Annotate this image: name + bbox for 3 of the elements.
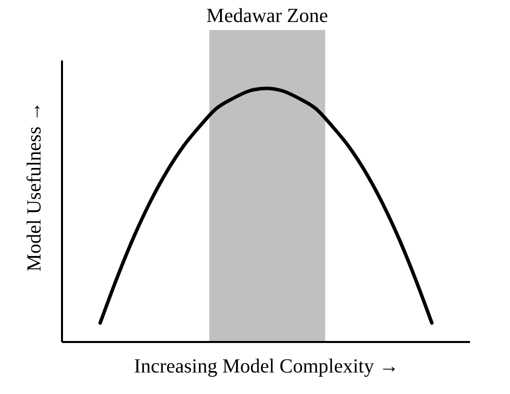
x-axis-title: Increasing Model Complexity →	[134, 356, 399, 378]
text: Medawar Zone	[206, 5, 328, 27]
y-axis-title: Model Usefulness →	[24, 102, 46, 272]
